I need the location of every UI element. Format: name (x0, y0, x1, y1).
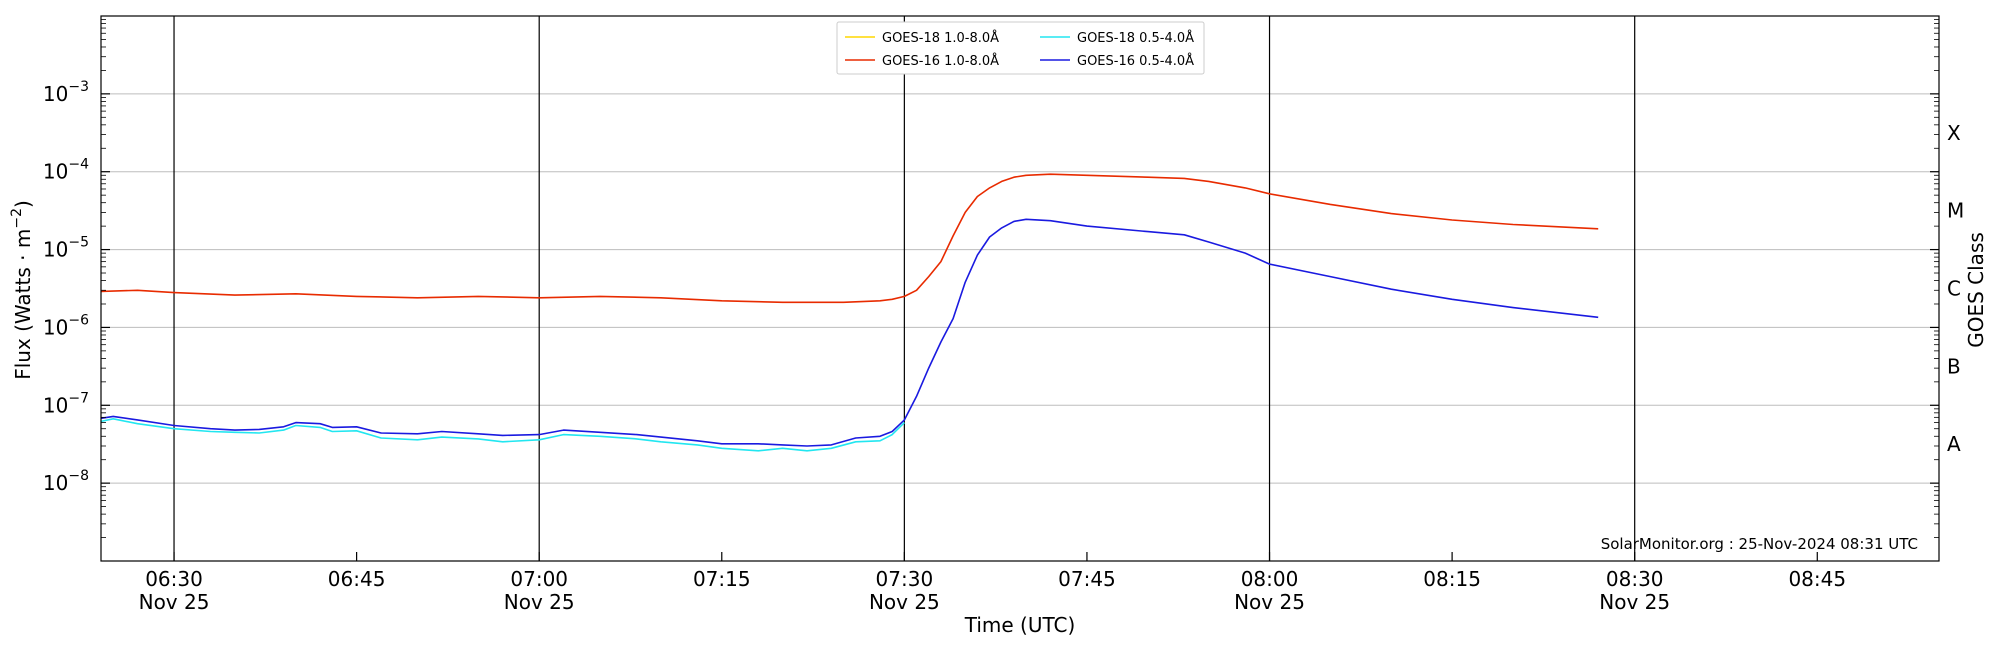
grid-layer (101, 93, 1939, 484)
x-tick-label: 07:30 (876, 567, 934, 591)
y-tick-label: 10−8 (43, 468, 89, 495)
plot-frame (100, 15, 1940, 562)
y-tick-label: 10−5 (43, 235, 89, 262)
y-tick-label: 10−7 (43, 390, 89, 417)
y-tick-label: 10−6 (43, 312, 89, 339)
y-tick-label: 10−4 (43, 157, 89, 184)
x-tick-label: 06:45 (328, 567, 386, 591)
y-tick-label: 10−3 (43, 79, 89, 106)
source-annotation: SolarMonitor.org : 25-Nov-2024 08:31 UTC (1601, 535, 1918, 553)
x-tick-label: 07:15 (693, 567, 751, 591)
legend-entry-label: GOES-18 1.0-8.0Å (882, 30, 999, 46)
y-axis-title: Flux (Watts · m−2) (9, 200, 35, 380)
series-line (101, 173, 1599, 304)
goes-class-label: C (1947, 277, 1961, 301)
series-line (101, 218, 1599, 447)
goes-class-label: X (1947, 121, 1961, 145)
x-tick-date-label: Nov 25 (139, 590, 210, 614)
x-tick-date-label: Nov 25 (869, 590, 940, 614)
x-tick-date-label: Nov 25 (1599, 590, 1670, 614)
x-tick-label: 08:30 (1606, 567, 1664, 591)
legend-entry-label: GOES-18 0.5-4.0Å (1077, 30, 1194, 46)
legend-entry-label: GOES-16 0.5-4.0Å (1077, 53, 1194, 69)
goes-class-label: B (1947, 354, 1961, 378)
x-tick-date-label: Nov 25 (504, 590, 575, 614)
x-tick-date-label: Nov 25 (1234, 590, 1305, 614)
series-layer (101, 173, 1599, 452)
y2-axis-title: GOES Class (1964, 232, 1988, 348)
goes-class-label: A (1947, 432, 1961, 456)
y-axis-ticks: 10−8 10−7 10−6 10−5 10−4 10−3 (43, 19, 1939, 538)
x-tick-label: 08:15 (1423, 567, 1481, 591)
day-marker-lines (173, 16, 1636, 561)
legend: GOES-18 1.0-8.0Å GOES-16 1.0-8.0Å GOES-18 … (836, 21, 1205, 75)
x-tick-label: 08:45 (1788, 567, 1846, 591)
series-line (101, 417, 905, 452)
x-axis-title: Time (UTC) (964, 613, 1076, 637)
goes-class-labels: A B C M X (1947, 121, 1964, 456)
x-tick-label: 06:30 (145, 567, 203, 591)
x-tick-label: 07:45 (1058, 567, 1116, 591)
x-tick-label: 08:00 (1241, 567, 1299, 591)
x-tick-label: 07:00 (510, 567, 568, 591)
goes-class-label: M (1947, 199, 1964, 223)
legend-entry-label: GOES-16 1.0-8.0Å (882, 53, 999, 69)
legend-box (836, 21, 1205, 75)
